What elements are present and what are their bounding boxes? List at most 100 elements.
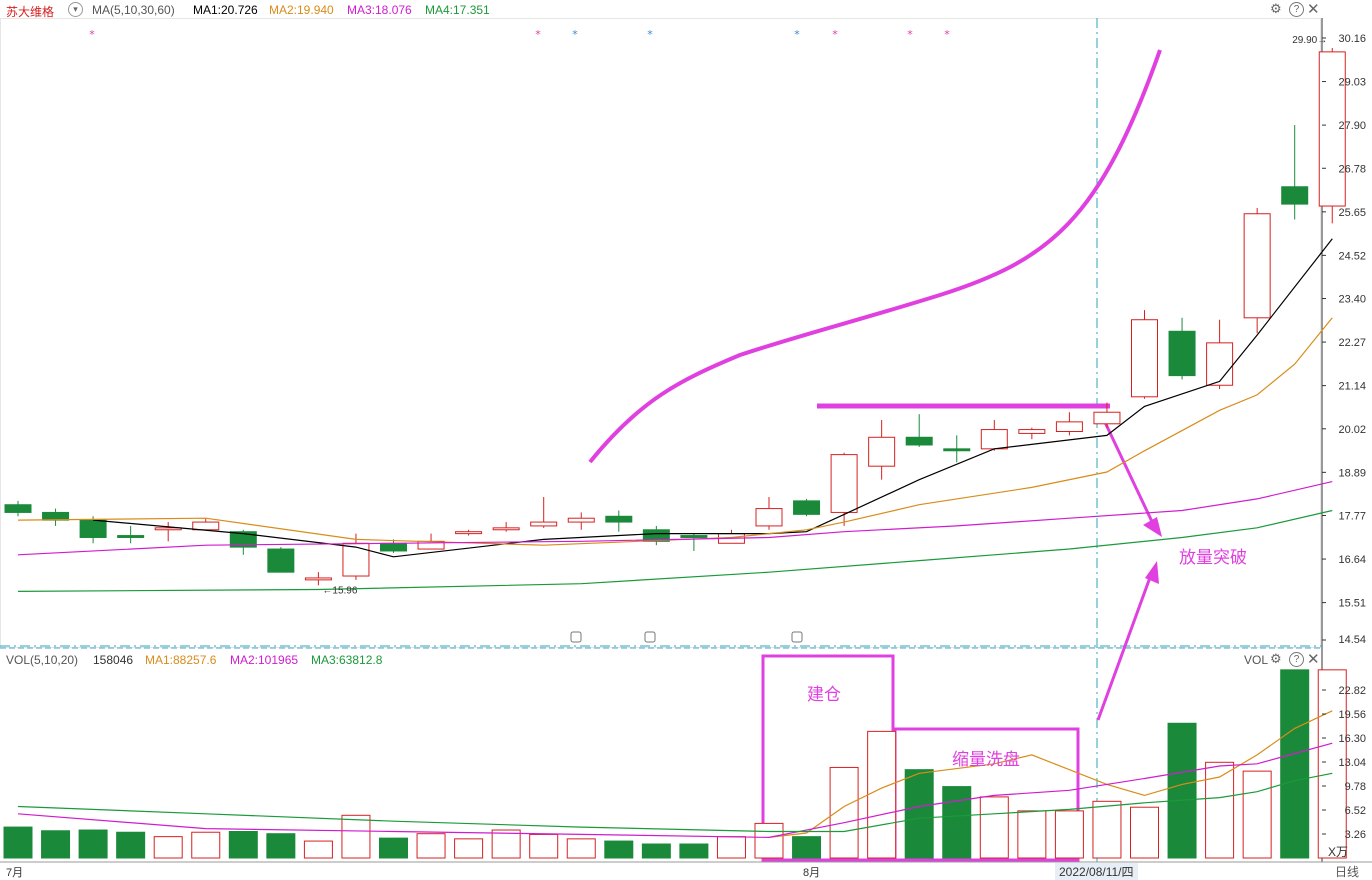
candle-body	[79, 519, 107, 538]
volume-bar	[867, 730, 897, 859]
event-icon	[570, 631, 582, 643]
signal-star-marker: *	[89, 28, 95, 41]
chevron-down-icon[interactable]: ▾	[68, 2, 83, 17]
axis-label-layer: 30.16 29.03 27.90 26.78 25.65 24.52 23.40 22.27…	[89, 28, 1366, 841]
vol-value: 158046	[93, 653, 134, 667]
vol-tick-label: 22.82	[1338, 685, 1366, 697]
candle-body	[1281, 186, 1309, 205]
vol-tag: VOL	[1244, 653, 1269, 667]
candle-body	[1318, 51, 1346, 207]
candle-body	[755, 508, 783, 527]
price-ma3-line	[17, 481, 1333, 556]
volume-bar	[604, 840, 634, 859]
volume-bar	[116, 831, 146, 859]
breakout-label: 放量突破	[1179, 548, 1247, 567]
high-price-label: 29.90→	[1292, 35, 1327, 46]
candle-body	[1206, 342, 1234, 386]
shakeout-label: 缩量洗盘	[952, 750, 1020, 769]
ma1-value: MA1:20.726	[193, 3, 258, 17]
accumulate-label: 建仓	[807, 685, 841, 704]
low-price-label: ←15.96	[322, 585, 357, 596]
price-tick-label: 16.64	[1338, 554, 1366, 566]
candle-body	[1168, 330, 1196, 377]
volume-bar	[716, 836, 746, 859]
price-tick-label: 14.54	[1338, 634, 1366, 646]
signal-star-marker: *	[572, 28, 578, 41]
volume-bar	[1280, 669, 1310, 859]
event-icon	[644, 631, 656, 643]
vol-ma3-line	[17, 772, 1333, 833]
breakout-arrow-down	[1101, 417, 1157, 529]
vol-indicator-label: VOL(5,10,20)	[6, 653, 79, 667]
volume-bar	[829, 766, 859, 859]
price-ma2-line	[17, 317, 1333, 546]
candle-body	[1243, 213, 1271, 319]
volume-bar	[153, 836, 183, 859]
signal-star-marker: *	[647, 28, 653, 41]
vol-tick-label: 19.56	[1338, 709, 1366, 721]
volume-bar	[379, 837, 408, 859]
help-icon[interactable]: ?	[1289, 2, 1304, 17]
price-tick-label: 26.78	[1338, 163, 1366, 175]
price-tick-label: 27.90	[1338, 120, 1366, 132]
volume-bar	[228, 830, 258, 859]
signal-star-marker: *	[944, 28, 950, 41]
volume-bar	[979, 796, 1009, 859]
candle-body	[793, 500, 821, 515]
candle-body	[492, 527, 520, 531]
signal-star-marker: *	[832, 28, 838, 41]
price-tick-label: 21.14	[1338, 381, 1366, 393]
stock-name: 苏大维格	[6, 5, 55, 19]
volume-ma-layer	[17, 710, 1333, 839]
volume-bar	[3, 826, 33, 859]
candle-body	[4, 504, 32, 513]
candle-body	[642, 529, 670, 542]
candle-body	[1131, 319, 1158, 398]
price-tick-label: 17.77	[1338, 511, 1366, 523]
price-tick-label: 22.27	[1338, 337, 1366, 349]
signal-star-marker: *	[907, 28, 913, 41]
month-label-aug: 8月	[803, 867, 821, 879]
volume-bar	[1017, 810, 1047, 859]
signal-star-marker: *	[794, 28, 800, 41]
vol-tick-label: 3.26	[1345, 829, 1366, 841]
vol-tick-label: 16.30	[1338, 733, 1366, 745]
chart-grid	[0, 18, 1372, 863]
vol-close-icon[interactable]: ✕	[1307, 651, 1320, 668]
ma2-value: MA2:19.940	[269, 3, 334, 17]
price-tick-label: 30.16	[1338, 33, 1366, 45]
volume-bar	[1205, 761, 1235, 859]
vol-tick-label: 13.04	[1338, 757, 1366, 769]
volume-bar	[266, 833, 296, 859]
volume-bar	[679, 843, 709, 859]
candle-body	[1093, 411, 1121, 425]
breakout-arrowhead-up	[1145, 561, 1159, 584]
ma-indicator-label: MA(5,10,30,60)	[92, 3, 175, 17]
settings-icon[interactable]: ⚙	[1270, 1, 1282, 16]
price-tick-label: 24.52	[1338, 250, 1366, 262]
vol-ma3-value: MA3:63812.8	[311, 653, 383, 667]
volume-bar	[792, 836, 822, 859]
volume-bar	[904, 769, 934, 859]
candle-body	[304, 577, 332, 581]
vol-help-icon[interactable]: ?	[1289, 652, 1304, 667]
volume-bar	[1130, 806, 1159, 859]
volume-bar	[41, 830, 71, 859]
candle-body	[154, 527, 182, 531]
period-label[interactable]: 日线	[1335, 865, 1360, 879]
rising-curve-annotation	[588, 49, 1162, 464]
price-tick-label: 18.89	[1338, 467, 1366, 479]
price-tick-label: 20.02	[1338, 424, 1366, 436]
vol-settings-icon[interactable]: ⚙	[1270, 651, 1282, 666]
candle-body	[42, 511, 70, 521]
volume-bar	[491, 829, 521, 859]
volume-bar	[1167, 722, 1197, 859]
candle-body	[868, 436, 896, 467]
signal-star-marker: *	[535, 28, 541, 41]
close-icon[interactable]: ✕	[1307, 1, 1320, 18]
price-ma1-line	[93, 238, 1333, 558]
volume-bar	[341, 814, 371, 859]
volume-bar	[942, 786, 972, 859]
candle-body	[567, 517, 595, 523]
